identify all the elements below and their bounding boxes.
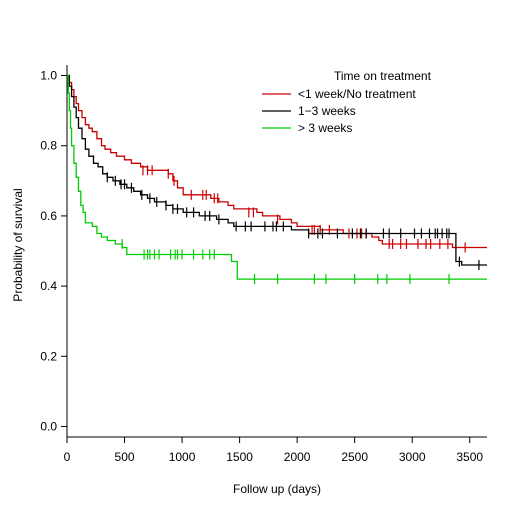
legend-label: 1−3 weeks xyxy=(298,104,356,118)
y-axis-title: Probability of survival xyxy=(11,188,25,301)
series-3 xyxy=(67,74,487,285)
x-tick-label: 2500 xyxy=(341,450,368,464)
axes: 0 500 1000 1500 2000 2500 3000 3500 0.0 0.2 0.4 0.6… xyxy=(40,65,487,464)
y-tick-label: 0.2 xyxy=(40,349,57,363)
x-tick-label: 3500 xyxy=(456,450,483,464)
plot-area xyxy=(67,74,487,285)
x-tick-label: 1500 xyxy=(226,450,253,464)
y-tick-label: 0.6 xyxy=(40,209,57,223)
legend-label: > 3 weeks xyxy=(298,121,352,135)
x-tick-label: 1000 xyxy=(169,450,196,464)
y-tick-label: 1.0 xyxy=(40,69,57,83)
x-axis-title: Follow up (days) xyxy=(233,482,321,496)
x-tick-label: 2000 xyxy=(284,450,311,464)
legend: Time on treatment <1 week/No treatment 1−… xyxy=(262,69,432,135)
x-tick-label: 500 xyxy=(115,450,135,464)
y-tick-label: 0.4 xyxy=(40,279,57,293)
x-tick-label: 0 xyxy=(64,450,71,464)
legend-label: <1 week/No treatment xyxy=(298,87,416,101)
y-tick-label: 0.8 xyxy=(40,139,57,153)
x-tick-label: 3000 xyxy=(399,450,426,464)
survival-curve xyxy=(67,74,487,266)
series-2 xyxy=(67,74,487,271)
y-tick-label: 0.0 xyxy=(40,419,57,433)
legend-title: Time on treatment xyxy=(334,69,432,83)
survival-curve xyxy=(67,74,487,280)
